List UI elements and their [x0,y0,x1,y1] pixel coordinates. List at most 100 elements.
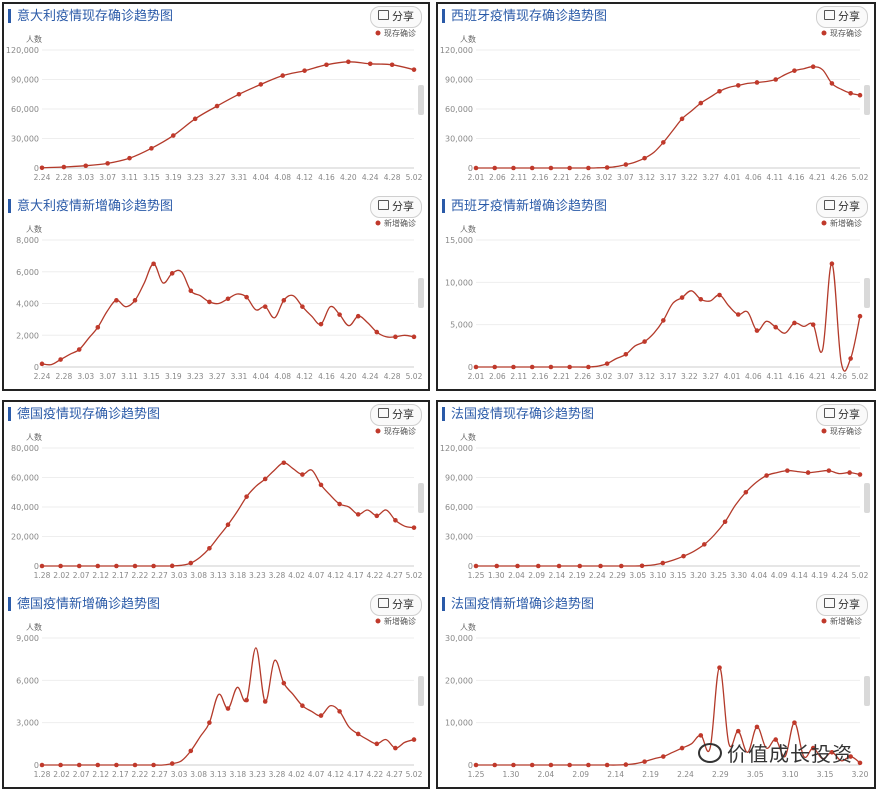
share-button[interactable]: 分享 [816,594,868,616]
x-tick-label: 2.17 [112,770,129,779]
scroll-handle[interactable] [864,85,870,116]
data-point [754,80,760,85]
x-tick-label: 4.11 [766,173,783,182]
chart-svg: 人数 现存确诊 0 30,000 60,000 90,000 120,000 2.01 2.06… [440,28,869,182]
y-tick-label: 30,000 [445,533,473,542]
scroll-handle[interactable] [418,483,424,514]
x-tick-label: 5.02 [852,173,869,182]
legend-marker [375,428,381,434]
data-point [411,67,417,72]
data-point [262,304,268,309]
y-tick-label: 8,000 [16,236,39,245]
scroll-handle[interactable] [864,676,870,707]
data-point [95,762,101,768]
data-point [393,517,398,523]
y-axis-label: 人数 [26,34,42,44]
data-point [300,703,305,709]
chart-title: 西班牙疫情现存确诊趋势图 [442,9,607,23]
x-tick-label: 4.26 [830,372,847,381]
data-point [188,748,194,754]
data-point [61,164,67,170]
data-point [58,357,63,362]
x-tick-label: 3.15 [670,571,687,580]
x-tick-label: 2.06 [489,372,506,381]
data-point [39,361,45,367]
x-tick-label: 3.08 [190,571,207,580]
data-point [586,762,591,768]
x-tick-label: 3.17 [660,372,677,381]
share-icon [824,200,835,210]
x-tick-label: 2.27 [151,571,168,580]
x-tick-label: 1.30 [503,770,520,779]
chart-svg: 人数 现存确诊 0 30,000 60,000 90,000 120,000 2.24 2.28… [6,28,423,182]
chart-germany-new: 人数 新增确诊 0 3,000 6,000 9,000 1.28 2.02 2.07 2.12 2.… [4,592,428,787]
share-button[interactable]: 分享 [370,404,422,426]
x-tick-label: 2.27 [151,770,168,779]
data-point [225,522,231,527]
x-tick-label: 4.01 [724,372,741,381]
y-axis-label: 人数 [460,622,476,632]
y-tick-label: 80,000 [11,444,39,453]
legend-marker [821,220,827,226]
panel-italy: 人数 现存确诊 0 30,000 60,000 90,000 120,000 2.24 2.28… [2,2,430,391]
x-tick-label: 4.24 [362,173,379,182]
panel-spain: 人数 现存确诊 0 30,000 60,000 90,000 120,000 2.01 2.06… [436,2,876,391]
y-axis-label: 人数 [460,224,476,234]
share-button[interactable]: 分享 [816,196,868,218]
x-tick-label: 4.01 [724,173,741,182]
data-point [318,321,324,327]
x-tick-label: 4.21 [809,173,826,182]
data-point [151,563,156,569]
data-point [58,563,63,569]
data-point [207,546,212,551]
share-label: 分享 [838,201,860,213]
data-point [95,325,101,330]
x-tick-label: 3.05 [629,571,646,580]
share-button[interactable]: 分享 [370,196,422,218]
data-point [114,563,119,569]
y-tick-label: 30,000 [445,634,473,643]
x-tick-label: 4.24 [831,571,848,580]
scroll-handle[interactable] [418,676,424,707]
chart-spain-existing: 人数 现存确诊 0 30,000 60,000 90,000 120,000 2.01 2.06… [438,4,874,194]
data-point [411,525,417,530]
scroll-handle[interactable] [418,278,424,309]
wechat-icon [698,743,722,763]
y-tick-label: 0 [468,363,473,372]
scroll-handle[interactable] [864,278,870,309]
x-tick-label: 2.19 [569,571,586,580]
data-point [114,298,119,303]
share-button[interactable]: 分享 [816,6,868,28]
legend-label: 新增确诊 [830,616,862,626]
data-point [792,68,797,73]
share-button[interactable]: 分享 [370,6,422,28]
data-point [535,563,541,569]
legend-marker [821,30,827,36]
y-tick-label: 9,000 [16,634,39,643]
share-button[interactable]: 分享 [816,404,868,426]
data-point [661,140,666,145]
legend-label: 现存确诊 [384,426,416,436]
x-tick-label: 3.02 [596,372,613,381]
x-tick-label: 4.04 [252,372,269,381]
x-tick-label: 2.06 [489,173,506,182]
share-button[interactable]: 分享 [370,594,422,616]
scroll-handle[interactable] [864,483,870,514]
legend-marker [821,428,827,434]
data-point [639,563,645,569]
x-tick-label: 2.26 [574,372,591,381]
data-point [754,724,760,730]
x-tick-label: 3.13 [210,571,227,580]
data-point [355,512,361,517]
scroll-handle[interactable] [418,85,424,116]
data-point [511,364,516,370]
y-tick-label: 60,000 [445,105,473,114]
x-tick-label: 4.07 [308,571,325,580]
data-point [473,165,479,171]
y-tick-label: 60,000 [445,503,473,512]
share-label: 分享 [838,599,860,611]
data-point [132,563,138,569]
data-point [188,560,194,566]
data-point [149,146,154,151]
x-tick-label: 2.04 [508,571,525,580]
